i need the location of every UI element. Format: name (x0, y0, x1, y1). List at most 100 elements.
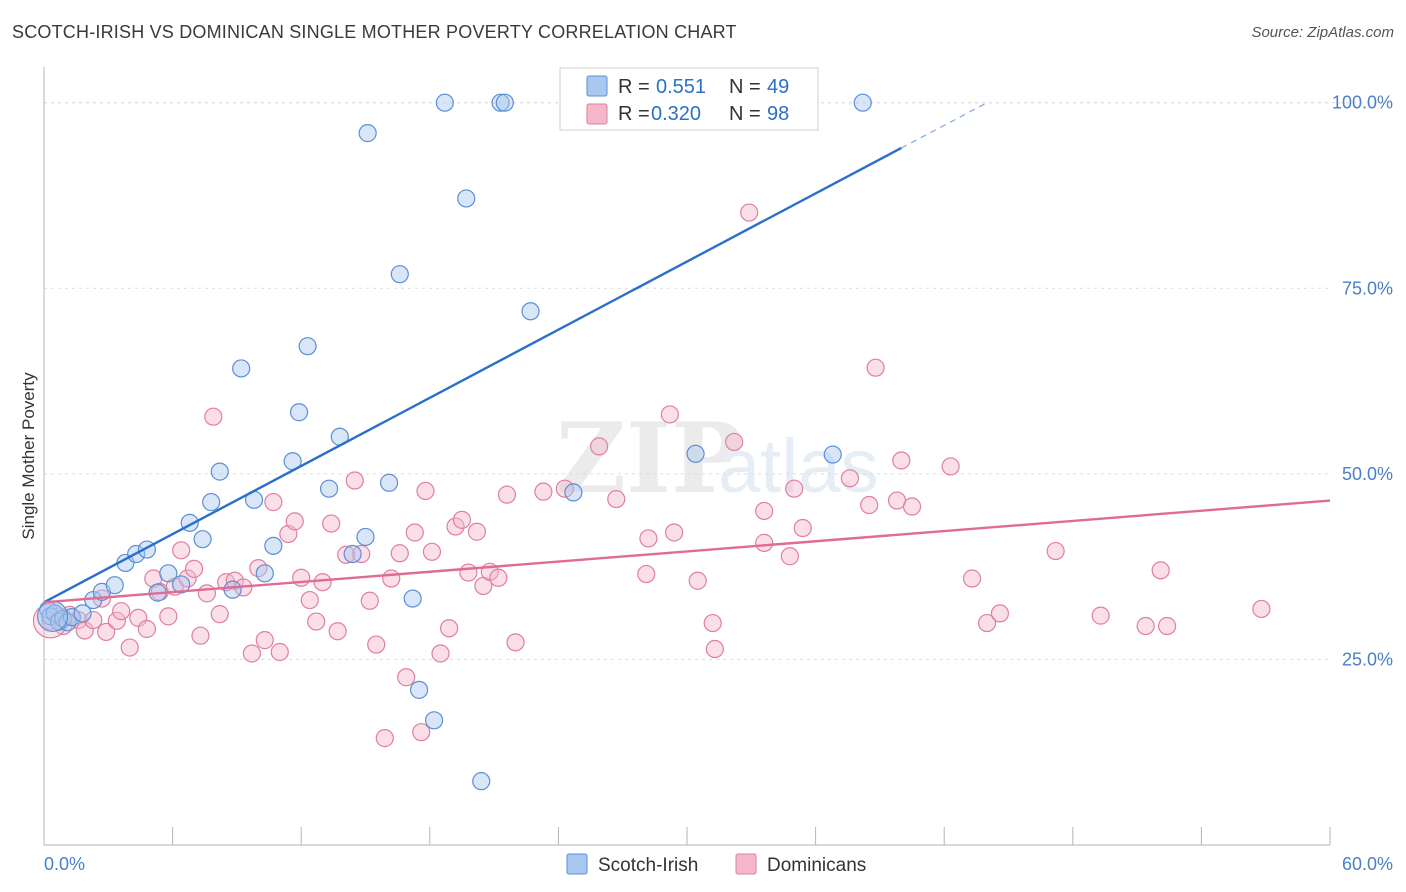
scotch-irish-point (823, 445, 842, 464)
dominicans-point (780, 547, 799, 566)
x-tick-label-min: 0.0% (44, 854, 85, 874)
scotch-irish-point (424, 711, 444, 730)
dominicans-point (489, 568, 508, 587)
bottom-legend: Scotch-Irish Dominicans (566, 853, 866, 876)
x-tick-label-max: 60.0% (1342, 854, 1393, 874)
scotch-irish-point (73, 604, 92, 623)
y-axis-label: Single Mother Poverty (19, 372, 38, 540)
dominicans-point (1136, 616, 1155, 636)
dominicans-point (977, 613, 997, 633)
dominicans-point (688, 571, 707, 590)
y-tick-label-25: 25.0% (1342, 649, 1393, 669)
y-tick-label-75: 75.0% (1342, 278, 1393, 298)
dominicans-point (412, 723, 431, 742)
dominicans-point (397, 668, 416, 687)
scotch-irish-point (564, 483, 583, 502)
dominicans-point (405, 523, 424, 542)
scotch-irish-point (210, 462, 229, 481)
dominicans-point (416, 481, 435, 501)
dominicans-point (755, 501, 774, 521)
legend-n-value-1: 49 (767, 76, 789, 98)
scotch-irish-point (223, 580, 242, 599)
y-tick-labels: 25.0% 50.0% 75.0% 100.0% (1332, 93, 1393, 670)
scotch-irish-point (379, 473, 399, 492)
dominicans-point (112, 602, 131, 621)
dominicans-point (506, 633, 525, 652)
scotch-irish-point (343, 544, 362, 564)
dominicans-point (1091, 606, 1110, 625)
scotch-irish-point (521, 302, 540, 321)
bottom-legend-swatch-scotch-irish (566, 853, 588, 875)
dominicans-point (375, 729, 394, 748)
bottom-legend-label-dominicans: Dominicans (767, 855, 866, 876)
dominicans-point (902, 497, 922, 516)
dominicans-point (439, 619, 459, 638)
watermark: ZIP atlas (556, 402, 879, 515)
legend-swatch-scotch-irish (586, 75, 608, 97)
dominicans-point (322, 514, 341, 533)
chart-title: SCOTCH-IRISH VS DOMINICAN SINGLE MOTHER … (12, 22, 737, 42)
scotch-irish-point (472, 772, 491, 791)
scotch-irish-point (202, 492, 221, 512)
scotch-irish-point (105, 576, 124, 595)
legend-swatch-dominicans (586, 103, 608, 125)
dominicans-point (1158, 616, 1177, 636)
scotch-irish-point (390, 265, 409, 284)
dominicans-point (184, 559, 204, 578)
gridlines (44, 102, 1392, 660)
dominicans-point (120, 638, 139, 657)
dominicans-point (452, 510, 472, 529)
source-label: Source: ZipAtlas.com (1251, 24, 1394, 41)
scotch-irish-point (193, 530, 212, 549)
dominicans-point (660, 405, 679, 424)
scotch-irish-point (358, 124, 377, 143)
legend-r-value-2: 0.320 (651, 103, 701, 125)
dominicans-point (637, 564, 656, 584)
dominicans-point (534, 482, 553, 501)
scotch-irish-point (255, 564, 274, 583)
dominicans-point (84, 610, 103, 630)
scotch-irish-point (409, 680, 429, 699)
trend-lines (43, 102, 1331, 604)
dominicans-point (1046, 541, 1065, 561)
scotch-irish-points (36, 93, 872, 791)
dominicans-point (300, 590, 319, 610)
dominicans-point (740, 203, 759, 222)
dominicans-point (705, 639, 724, 659)
dominicans-point (367, 635, 386, 654)
scotch-irish-point (319, 479, 339, 498)
axes (43, 67, 1331, 846)
dominicans-point (159, 607, 178, 626)
scotch-irish-point (232, 359, 251, 378)
dominicans-point (860, 495, 879, 515)
dominicans-point (497, 485, 517, 504)
dominicans-point (313, 573, 332, 592)
scotch-irish-point (435, 93, 454, 112)
dominicans-point (941, 457, 960, 476)
scotch-irish-point (491, 93, 510, 112)
dominicans-point (172, 541, 191, 560)
dominicans-point (307, 612, 326, 631)
y-tick-label-50: 50.0% (1342, 464, 1393, 484)
dominicans-point (360, 591, 379, 610)
bottom-legend-swatch-dominicans (735, 853, 757, 875)
dominicans-point (639, 529, 658, 548)
dominicans-point (725, 432, 744, 452)
scotch-irish-point (403, 589, 422, 608)
dominicans-point (382, 569, 401, 588)
dominicans-point (264, 492, 283, 512)
dominicans-point (892, 451, 911, 470)
scotch-irish-point (457, 189, 476, 208)
scotch-irish-point (356, 527, 375, 547)
scotch-irish-point (495, 93, 514, 112)
dominicans-point (785, 479, 804, 498)
dominicans-point (137, 619, 156, 639)
dominicans-point (270, 642, 289, 662)
dominicans-point (1252, 599, 1271, 619)
dominicans-point (255, 631, 274, 650)
dominicans-point (1151, 561, 1170, 580)
legend-n-label-1: N = (729, 76, 761, 98)
dominicans-point (607, 489, 626, 509)
dominicans-point (197, 584, 216, 603)
